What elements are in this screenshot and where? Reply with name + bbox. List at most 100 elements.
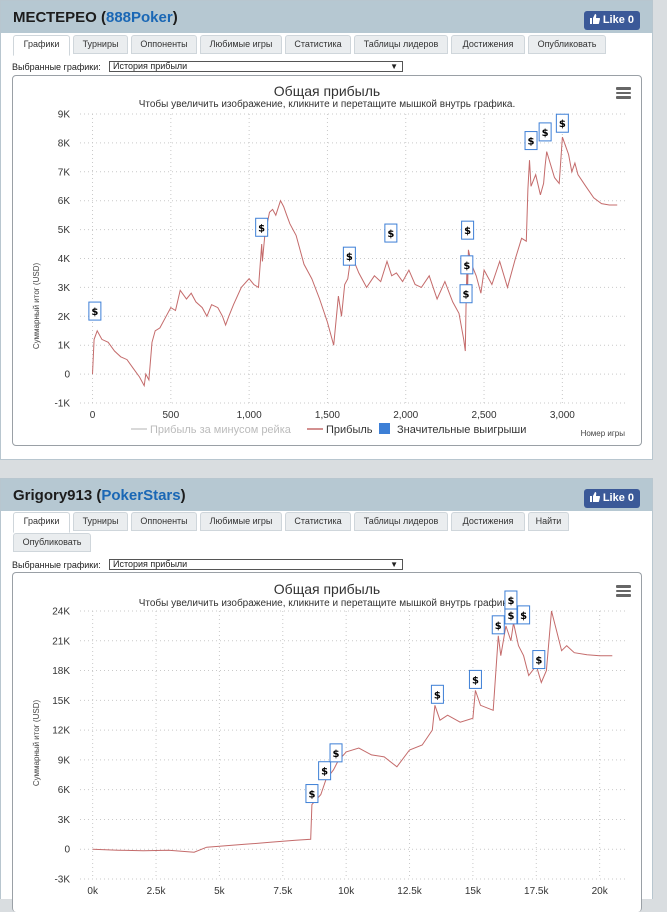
big-win-flag[interactable]: $: [342, 246, 356, 266]
y-tick-label: 15K: [52, 696, 70, 707]
x-tick-label: 3,000: [550, 410, 575, 421]
y-tick-label: 3K: [58, 815, 71, 826]
svg-text:$: $: [308, 790, 315, 801]
profit-chart-svg: -3K 0 3K 6K 9K 12K 15K 18K 21K 24K 0k 2.5k 5k 7.5k 10…: [32, 590, 625, 897]
graph-select[interactable]: История прибыли ▼: [109, 61, 403, 72]
x-tick-label: 5k: [214, 886, 226, 897]
graph-select-value: История прибыли: [113, 61, 188, 71]
chart-container[interactable]: Общая прибыль Чтобы увеличить изображени…: [12, 75, 642, 446]
big-win-flag[interactable]: $: [255, 217, 269, 237]
y-tick-label: 6K: [58, 196, 71, 207]
dropdown-arrow-icon: ▼: [390, 62, 398, 71]
player-name: Grigory913: [13, 487, 93, 504]
big-win-flag[interactable]: $: [88, 301, 102, 321]
tab-tournaments[interactable]: Турниры: [73, 512, 128, 531]
big-win-flag[interactable]: $: [517, 605, 531, 625]
tab-achievements[interactable]: Достижения: [451, 35, 525, 54]
big-win-flag[interactable]: $: [430, 684, 444, 704]
facebook-like-button[interactable]: Like 0: [583, 11, 640, 30]
svg-text:$: $: [463, 290, 470, 301]
x-tick-label: 2,500: [472, 410, 497, 421]
svg-text:$: $: [535, 656, 542, 667]
tab-tournaments[interactable]: Турниры: [73, 35, 128, 54]
tab-publish[interactable]: Опубликовать: [13, 533, 91, 552]
selected-graphs-label: Выбранные графики:: [12, 62, 101, 72]
chart-menu-icon[interactable]: [616, 87, 631, 99]
y-tick-label: 7K: [58, 167, 71, 178]
big-win-flag[interactable]: $: [461, 220, 475, 240]
tab-statistics[interactable]: Статистика: [285, 512, 351, 531]
graph-select[interactable]: История прибыли ▼: [109, 559, 403, 570]
svg-text:$: $: [542, 128, 549, 139]
like-label: Like 0: [602, 14, 634, 26]
big-win-flag[interactable]: $: [491, 615, 505, 635]
big-win-flag[interactable]: $: [538, 122, 552, 142]
big-win-flag[interactable]: $: [555, 113, 569, 133]
player-title: МЕСТЕРЕО (888Poker): [13, 9, 178, 26]
svg-text:$: $: [333, 749, 340, 760]
y-tick-label: 24K: [52, 607, 70, 618]
svg-text:$: $: [559, 119, 566, 130]
svg-text:$: $: [472, 675, 479, 686]
legend-rake[interactable]: Прибыль за минусом рейка: [150, 424, 292, 436]
tab-publish[interactable]: Опубликовать: [528, 35, 606, 54]
legend-big-wins[interactable]: Значительные выигрыши: [397, 424, 526, 436]
x-tick-label: 1,500: [315, 410, 340, 421]
tab-favorite-games[interactable]: Любимые игры: [200, 512, 282, 531]
big-win-flag[interactable]: $: [384, 223, 398, 243]
tab-graphs[interactable]: Графики: [13, 512, 70, 533]
chart-menu-icon[interactable]: [616, 585, 631, 597]
x-tick-label: 500: [162, 410, 179, 421]
big-win-flag[interactable]: $: [504, 590, 518, 610]
tab-opponents[interactable]: Оппоненты: [131, 512, 197, 531]
big-win-flag[interactable]: $: [460, 255, 474, 275]
tab-opponents[interactable]: Оппоненты: [131, 35, 197, 54]
y-tick-label: -1K: [54, 399, 70, 410]
tab-favorite-games[interactable]: Любимые игры: [200, 35, 282, 54]
x-tick-label: 2,000: [393, 410, 418, 421]
x-axis-label: Номер игры: [581, 429, 626, 438]
x-tick-label: 0: [90, 410, 96, 421]
graph-select-value: История прибыли: [113, 559, 188, 569]
svg-text:$: $: [258, 223, 265, 234]
y-axis-label: Суммарный итог (USD): [32, 263, 41, 350]
y-tick-label: 18K: [52, 666, 70, 677]
big-win-flag[interactable]: $: [468, 669, 482, 689]
y-tick-label: 4K: [58, 254, 71, 265]
svg-text:$: $: [387, 229, 394, 240]
svg-text:$: $: [346, 252, 353, 263]
tab-leaderboards[interactable]: Таблицы лидеров: [354, 512, 448, 531]
x-tick-label: 1,000: [237, 410, 262, 421]
profit-chart-svg: -1K 0 1K 2K 3K 4K 5K 6K 7K 8K 9K 0 500 1,000 1,500 2,0…: [32, 110, 626, 439]
big-win-flag[interactable]: $: [532, 650, 546, 670]
svg-text:$: $: [520, 611, 527, 622]
y-tick-label: 12K: [52, 726, 70, 737]
svg-text:$: $: [464, 226, 471, 237]
room-link[interactable]: 888Poker: [105, 9, 173, 26]
tab-graphs[interactable]: Графики: [13, 35, 70, 56]
player-panel-2: Grigory913 (PokerStars) Like 0 Графики Т…: [0, 478, 653, 912]
y-tick-label: 1K: [58, 341, 71, 352]
tab-achievements[interactable]: Достижения: [451, 512, 525, 531]
y-tick-label: 2K: [58, 312, 71, 323]
legend-profit[interactable]: Прибыль: [326, 424, 373, 436]
chart-container[interactable]: Общая прибыль Чтобы увеличить изображени…: [12, 572, 642, 912]
tab-statistics[interactable]: Статистика: [285, 35, 351, 54]
room-link[interactable]: PokerStars: [101, 487, 181, 504]
x-tick-label: 12.5k: [397, 886, 422, 897]
chart-legend: Прибыль за минусом рейка Прибыль Значите…: [131, 423, 526, 436]
facebook-like-button[interactable]: Like 0: [583, 489, 640, 508]
tab-find[interactable]: Найти: [528, 512, 569, 531]
big-win-flag[interactable]: $: [459, 284, 473, 304]
x-tick-label: 10k: [338, 886, 355, 897]
player-name: МЕСТЕРЕО: [13, 9, 97, 26]
profit-series-line: [92, 610, 613, 853]
big-win-flag[interactable]: $: [318, 761, 332, 781]
thumbs-up-icon: [589, 14, 600, 24]
big-win-flag[interactable]: $: [329, 743, 343, 763]
y-tick-label: 9K: [58, 755, 71, 766]
tab-leaderboards[interactable]: Таблицы лидеров: [354, 35, 448, 54]
big-win-flag[interactable]: $: [305, 784, 319, 804]
big-win-flag[interactable]: $: [524, 131, 538, 151]
player-title: Grigory913 (PokerStars): [13, 487, 186, 504]
